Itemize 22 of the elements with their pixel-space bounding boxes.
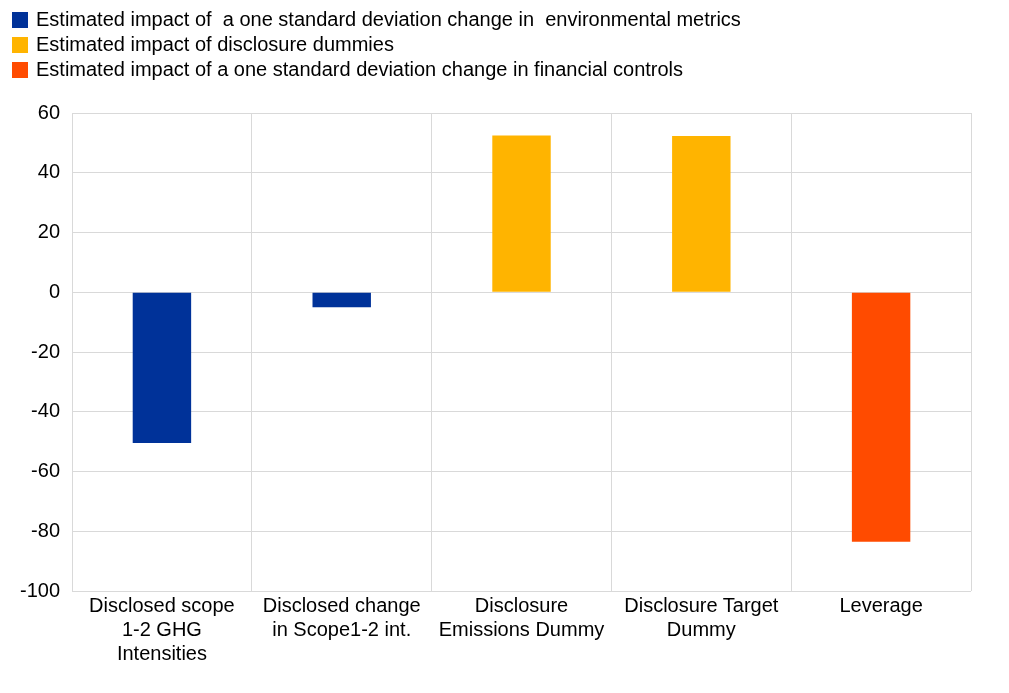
x-tick-label: Leverage xyxy=(839,593,923,616)
legend-label: Estimated impact of a one standard deviation change in financial controls xyxy=(36,58,684,81)
y-tick-label: -60 xyxy=(31,459,61,482)
bar xyxy=(672,136,731,292)
y-tick-label: 0 xyxy=(48,279,61,302)
legend-label: Estimated impact of disclosure dummies xyxy=(36,33,394,56)
y-tick-label: -20 xyxy=(31,339,61,362)
x-tick-label: Disclosure Target Dummy xyxy=(624,593,779,640)
x-tick-label: Disclosed scope 1-2 GHG Intensities xyxy=(89,593,235,664)
bar xyxy=(132,292,192,444)
x-tick-label: Disclosure Emissions Dummy xyxy=(438,593,605,640)
bar xyxy=(312,292,371,308)
bar xyxy=(492,135,551,292)
legend-label: Estimated impact of a one standard deviation change in environmental metrics xyxy=(36,8,741,31)
y-tick-label: 20 xyxy=(37,220,61,243)
y-tick-label: -80 xyxy=(31,518,61,541)
y-tick-label: -100 xyxy=(20,578,61,601)
y-tick-label: -40 xyxy=(31,399,61,422)
bar xyxy=(851,292,911,542)
y-tick-label: 60 xyxy=(37,100,61,123)
x-tick-label: Disclosed change in Scope1-2 int. xyxy=(262,593,421,640)
y-tick-label: 40 xyxy=(37,160,61,183)
